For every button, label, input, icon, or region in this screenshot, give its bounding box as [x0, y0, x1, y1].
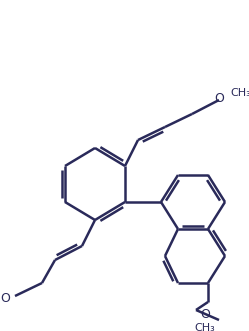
Text: O: O	[200, 308, 210, 321]
Text: O: O	[214, 91, 224, 105]
Text: CH₃: CH₃	[195, 323, 215, 331]
Text: CH₃: CH₃	[230, 88, 249, 98]
Text: O: O	[0, 292, 10, 305]
